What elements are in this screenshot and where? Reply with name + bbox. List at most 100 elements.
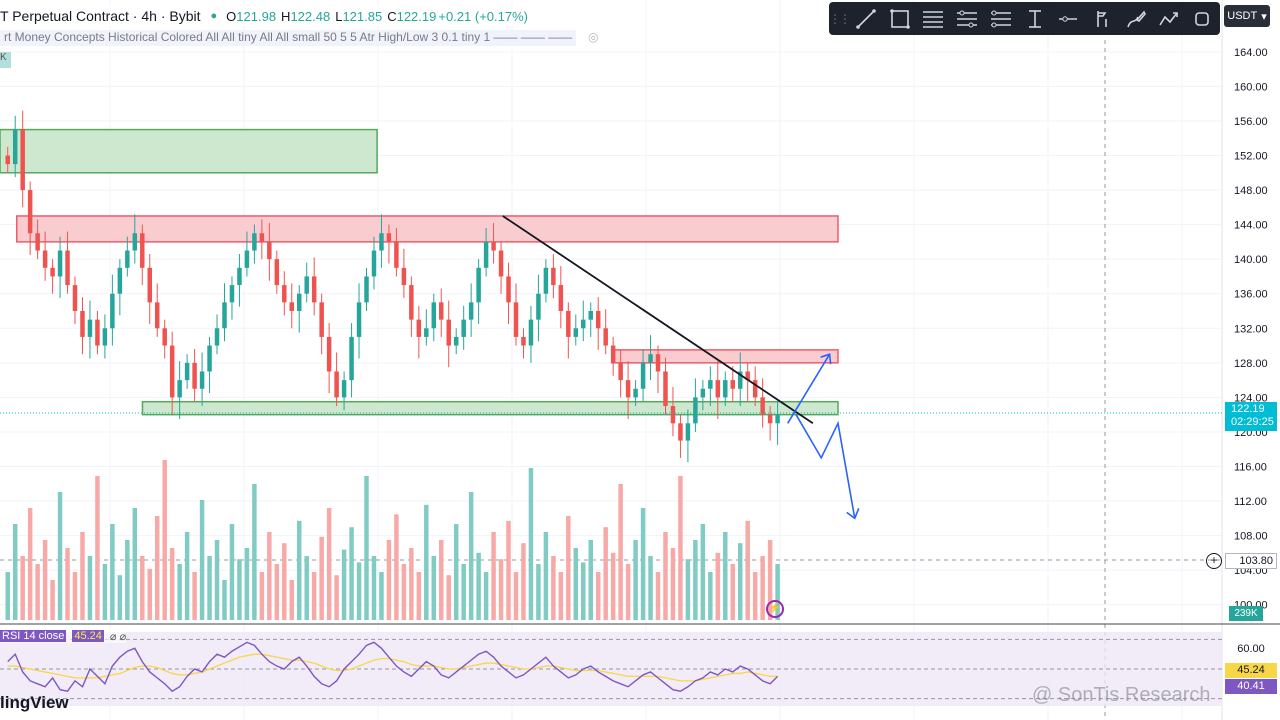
candle-body [760, 397, 765, 415]
volume-bar [267, 532, 272, 620]
projection-up-path [787, 353, 831, 424]
pitchfork-icon[interactable] [984, 2, 1018, 35]
fib-retracement-icon[interactable] [916, 2, 950, 35]
rectangle-icon[interactable] [883, 2, 917, 35]
trend-line [502, 215, 814, 425]
vertical-line-icon[interactable] [1018, 2, 1052, 35]
volume-bar [655, 572, 661, 620]
price-tick-label: 132.00 [1234, 323, 1268, 335]
volume-bar [700, 524, 706, 620]
lightning-icon[interactable]: ⚡ [766, 600, 784, 618]
candle-body [491, 241, 496, 251]
volume-bar [610, 552, 616, 620]
parallel-channel-icon[interactable] [950, 2, 984, 35]
candle-body [424, 328, 429, 337]
candle-body [767, 414, 773, 424]
rsi-legend[interactable]: RSI 14 close 45.24 ⌀ ⌀ [0, 629, 127, 643]
candle-body [125, 250, 130, 268]
horizontal-ray-icon[interactable] [1051, 2, 1085, 35]
rsi-label: RSI 14 close [0, 630, 67, 642]
candle-body [57, 250, 63, 277]
price-tick-label: 128.00 [1234, 358, 1268, 370]
volume-bar [177, 564, 182, 620]
indicator-legend[interactable]: rt Money Concepts Historical Colored All… [0, 30, 577, 46]
candle-body [446, 319, 451, 346]
candle-body [588, 311, 593, 320]
volume-bar [498, 559, 504, 620]
volume-bar [110, 524, 115, 620]
add-alert-icon[interactable]: + [1206, 553, 1222, 569]
candle-body [214, 328, 220, 346]
candle-body [693, 397, 698, 424]
rsi-value-badge: 40.41 [1225, 679, 1277, 694]
demand-zone [0, 128, 378, 174]
candle-body [199, 371, 205, 389]
candle-body [334, 371, 339, 398]
volume-bar [132, 508, 138, 620]
volume-bar [431, 556, 437, 620]
brush-icon[interactable] [1119, 2, 1153, 35]
volume-bar [595, 572, 601, 620]
symbol-name[interactable]: T Perpetual Contract · 4h · Bybit [0, 8, 201, 24]
volume-bar [640, 508, 646, 620]
tradingview-logo[interactable]: lingView [0, 693, 69, 712]
volume-bar [483, 572, 489, 620]
candle-body [655, 354, 661, 372]
candle-body [708, 380, 713, 389]
volume-bar [476, 552, 481, 620]
supply-zone [16, 215, 839, 243]
volume-bar [42, 540, 48, 620]
volume-bar [252, 484, 257, 620]
volume-bar [446, 575, 451, 620]
candle-body [551, 267, 556, 286]
projection-up-arrowhead [820, 353, 832, 365]
volume-bar [409, 548, 414, 620]
volume-bar [775, 564, 780, 620]
candle-body [110, 293, 115, 329]
candle-body [177, 380, 182, 398]
volume-bar [259, 572, 265, 620]
volume-bar [633, 540, 638, 620]
candle-body [304, 276, 309, 294]
crosshair-toggle-icon[interactable] [1186, 2, 1220, 35]
candle-body [566, 311, 571, 337]
candle-body [162, 328, 167, 346]
volume-bar [551, 556, 556, 620]
volume-bar [745, 520, 750, 620]
eye-icon[interactable]: ◎ [588, 30, 599, 44]
path-icon[interactable] [1153, 2, 1187, 35]
chevron-down-icon: ▾ [1261, 10, 1267, 23]
volume-bar [304, 556, 309, 620]
trend-line-icon[interactable] [849, 2, 883, 35]
volume-bar [12, 524, 18, 620]
currency-label: USDT [1227, 10, 1258, 22]
volume-bar [648, 556, 653, 620]
drag-handle-icon[interactable]: ⋮⋮ [829, 11, 851, 26]
rsi-ma-line [7, 653, 778, 682]
candle-body [35, 233, 40, 251]
candle-body [326, 336, 332, 372]
volume-bar [767, 540, 773, 620]
candle-body [102, 328, 108, 346]
low-label: L [335, 8, 343, 24]
volume-bar [5, 572, 10, 620]
candle-body [95, 319, 100, 346]
candle-body [222, 302, 227, 329]
volume-label: 239K [1229, 606, 1263, 621]
volume-bar [169, 548, 175, 620]
volume-bar [326, 508, 332, 620]
volume-bar [685, 559, 691, 620]
volume-bar [147, 568, 152, 620]
long-position-icon[interactable] [1085, 2, 1119, 35]
currency-selector[interactable]: USDT ▾ [1224, 5, 1270, 27]
candle-body [536, 293, 541, 320]
candle-body [169, 345, 175, 398]
volume-bar [581, 562, 586, 620]
watermark: @ SonTis Research [1032, 684, 1211, 706]
price-tick-label: 136.00 [1234, 289, 1268, 301]
volume-bar [693, 540, 698, 620]
candle-body [259, 233, 265, 242]
volume-bar [386, 540, 392, 620]
volume-bar [274, 564, 280, 620]
